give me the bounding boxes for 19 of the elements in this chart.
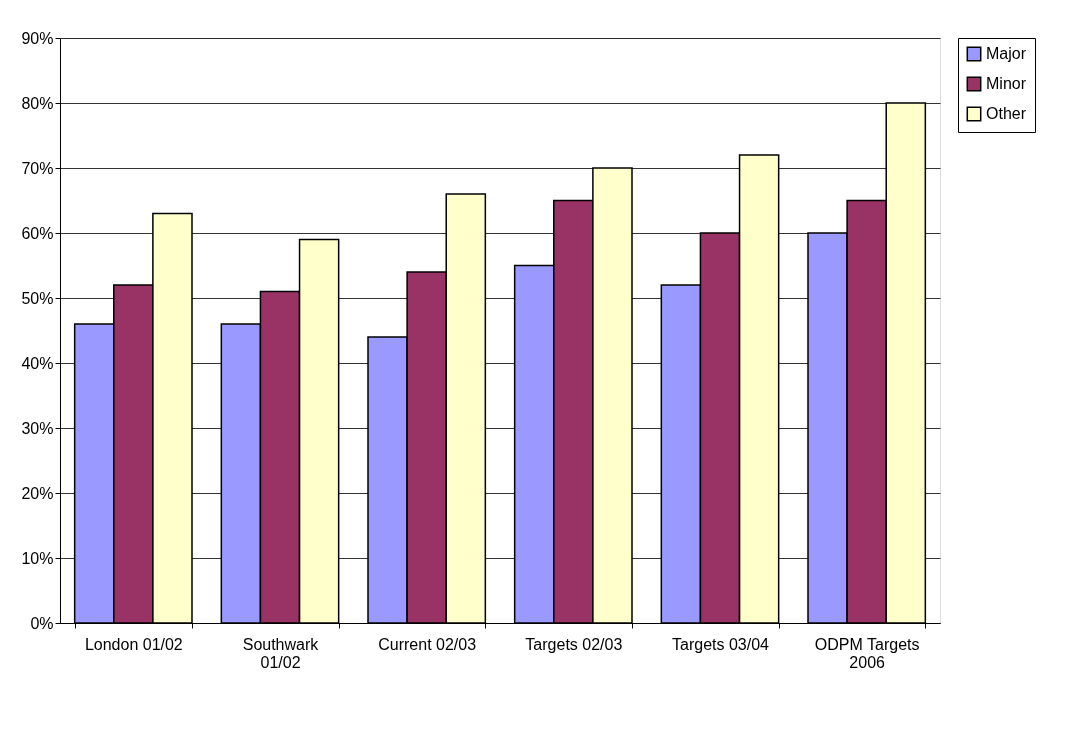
- y-tick-label: 0%: [30, 614, 54, 632]
- y-tick-label: 90%: [21, 29, 54, 47]
- y-tick-label: 20%: [21, 484, 54, 502]
- x-tick-label: ODPM Targets 2006: [814, 635, 920, 671]
- y-tick-label: 40%: [21, 354, 54, 372]
- y-tick-label: 10%: [21, 549, 54, 567]
- x-tick-label: Targets 02/03: [525, 635, 623, 653]
- legend-label: Minor: [986, 75, 1027, 92]
- legend-label: Major: [986, 45, 1027, 62]
- legend-label: Other: [986, 105, 1027, 122]
- y-tick-label: 50%: [21, 289, 54, 307]
- x-tick-label: London 01/02: [84, 635, 183, 653]
- y-tick-label: 80%: [21, 94, 54, 112]
- y-tick-label: 30%: [21, 419, 54, 437]
- y-tick-label: 60%: [21, 224, 54, 242]
- x-tick-label: Targets 03/04: [672, 635, 770, 653]
- y-tick-label: 70%: [21, 159, 54, 177]
- x-tick-label: Current 02/03: [378, 635, 477, 653]
- x-tick-label: Southwark 01/02: [242, 635, 320, 671]
